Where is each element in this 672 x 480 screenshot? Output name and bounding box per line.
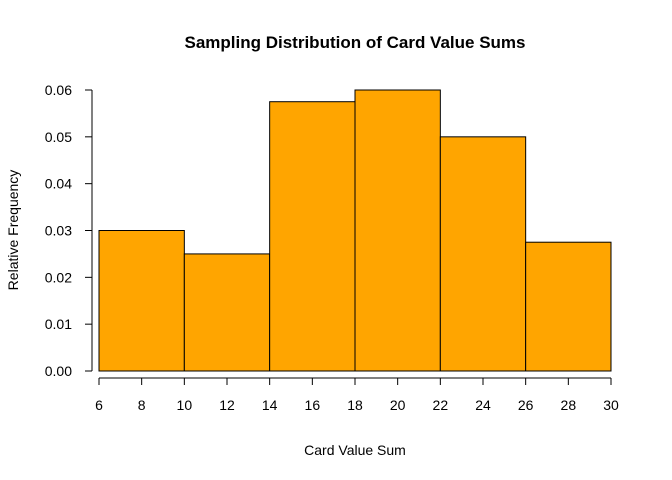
y-tick-label: 0.03 bbox=[45, 223, 72, 239]
x-tick-label: 26 bbox=[518, 397, 534, 413]
histogram-bar bbox=[525, 241, 612, 372]
histogram-bar bbox=[354, 89, 441, 372]
x-tick-label: 10 bbox=[177, 397, 193, 413]
y-tick-label: 0.04 bbox=[45, 176, 72, 192]
y-axis-label: Relative Frequency bbox=[5, 170, 21, 291]
y-tick-label: 0.05 bbox=[45, 129, 72, 145]
x-tick-label: 22 bbox=[433, 397, 449, 413]
x-tick-label: 30 bbox=[603, 397, 619, 413]
histogram-bar bbox=[98, 230, 185, 372]
y-tick-label: 0.02 bbox=[45, 269, 72, 285]
y-axis: 0.00 0.01 0.02 0.03 0.04 0.05 0.06 bbox=[45, 82, 93, 379]
histogram-bar bbox=[183, 253, 271, 372]
y-tick-label: 0.01 bbox=[45, 316, 72, 332]
y-tick-label: 0.06 bbox=[45, 82, 72, 98]
x-axis: 6 8 10 12 14 16 18 20 22 24 26 28 30 bbox=[95, 377, 619, 413]
x-tick-label: 16 bbox=[305, 397, 321, 413]
x-axis-label: Card Value Sum bbox=[304, 442, 406, 458]
chart-title: Sampling Distribution of Card Value Sums bbox=[185, 33, 526, 52]
y-tick-label: 0.00 bbox=[45, 363, 72, 379]
histogram-bar bbox=[439, 136, 527, 372]
x-tick-label: 6 bbox=[95, 397, 103, 413]
x-tick-label: 28 bbox=[561, 397, 577, 413]
x-tick-label: 18 bbox=[347, 397, 363, 413]
x-tick-label: 24 bbox=[475, 397, 491, 413]
x-tick-label: 8 bbox=[138, 397, 146, 413]
bars-group bbox=[98, 89, 612, 372]
x-tick-label: 14 bbox=[262, 397, 278, 413]
x-tick-label: 12 bbox=[219, 397, 235, 413]
x-tick-label: 20 bbox=[390, 397, 406, 413]
histogram-bar bbox=[269, 101, 356, 372]
